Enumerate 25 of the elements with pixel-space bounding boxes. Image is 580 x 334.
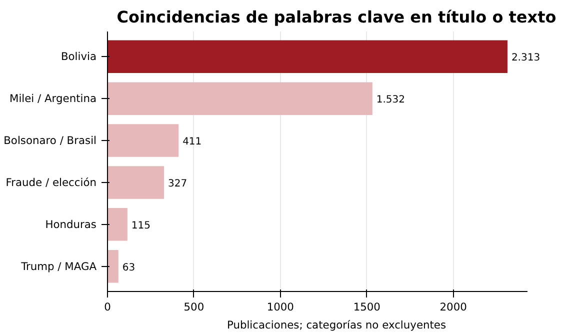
y-tick-label: Fraude / elección xyxy=(6,176,97,189)
x-axis-title: Publicaciones; categorías no excluyentes xyxy=(226,318,446,332)
x-tick-label: 1500 xyxy=(353,300,381,314)
y-tick-label: Honduras xyxy=(45,218,97,231)
y-tick-label: Bolivia xyxy=(60,50,97,64)
y-tick-label: Milei / Argentina xyxy=(10,92,97,106)
bar xyxy=(108,124,179,157)
data-label: 327 xyxy=(168,178,188,190)
bar xyxy=(108,82,372,115)
x-tick-label: 500 xyxy=(184,300,204,314)
data-label: 2.313 xyxy=(511,52,540,64)
bar xyxy=(108,250,118,283)
x-tick-label: 0 xyxy=(104,300,112,314)
bar xyxy=(108,166,164,199)
x-tick-label: 2000 xyxy=(440,300,468,314)
y-tick-label: Trump / MAGA xyxy=(20,260,98,273)
data-label: 115 xyxy=(131,220,150,232)
x-tick-label: 1000 xyxy=(266,300,294,314)
bar xyxy=(108,40,508,74)
chart-title: Coincidencias de palabras clave en título o texto xyxy=(116,8,556,26)
data-label: 411 xyxy=(182,136,202,148)
bar xyxy=(108,208,128,241)
data-label: 1.532 xyxy=(376,94,406,106)
y-tick-label: Bolsonaro / Brasil xyxy=(4,134,96,148)
data-label: 63 xyxy=(122,262,136,274)
